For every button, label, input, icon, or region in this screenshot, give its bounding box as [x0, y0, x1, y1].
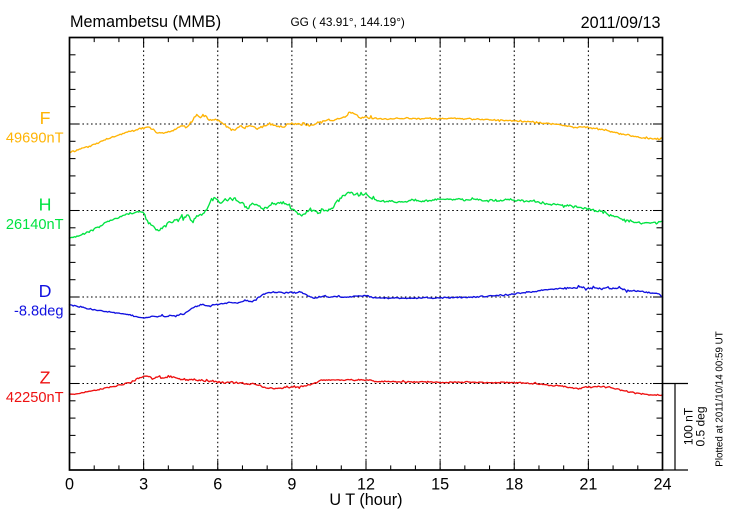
trace-D: [68, 284, 664, 319]
grid-lines: [69, 37, 663, 470]
base-value-label-Z: 42250nT: [6, 390, 64, 406]
trace-H: [68, 191, 664, 239]
x-tick-label-24: 24: [653, 475, 671, 493]
trace-F: [68, 111, 664, 154]
trace-Z: [68, 374, 664, 397]
scale-bar-deg-label: 0.5 deg: [694, 406, 708, 446]
x-axis-title: U T (hour): [329, 491, 402, 509]
series-labels: F 49690nT H 26140nT D -8.8deg Z 42250nT: [6, 108, 64, 406]
x-tick-label-15: 15: [431, 475, 449, 493]
x-tick-label-21: 21: [579, 475, 597, 493]
amplitude-scale-bar: 100 nT 0.5 deg: [662, 382, 708, 471]
x-tick-label-9: 9: [287, 475, 296, 493]
plotted-at-note: Plotted at 2011/10/14 00:59 UT: [715, 331, 726, 466]
x-tick-label-6: 6: [213, 475, 222, 493]
base-value-label-H: 26140nT: [6, 217, 64, 233]
axis-ticks: [69, 37, 663, 470]
x-tick-label-3: 3: [139, 475, 148, 493]
station-title: Memambetsu (MMB): [70, 13, 221, 31]
base-value-label-D: -8.8deg: [14, 304, 64, 320]
x-tick-label-12: 12: [357, 475, 375, 493]
data-traces: [68, 111, 664, 397]
x-tick-label-18: 18: [505, 475, 523, 493]
geographic-coordinates: GG ( 43.91°, 144.19°): [291, 15, 405, 29]
channel-label-H: H: [39, 195, 52, 215]
channel-label-D: D: [39, 281, 52, 301]
x-tick-labels: 0 3 6 9 12 15 18 21 24: [65, 475, 672, 493]
channel-label-Z: Z: [40, 368, 51, 388]
plot-frame: [68, 36, 664, 471]
base-value-label-F: 49690nT: [6, 131, 64, 147]
scale-bar-nt-label: 100 nT: [682, 407, 696, 445]
x-tick-label-0: 0: [65, 475, 74, 493]
channel-label-F: F: [40, 108, 51, 128]
plot-date: 2011/09/13: [581, 14, 661, 32]
